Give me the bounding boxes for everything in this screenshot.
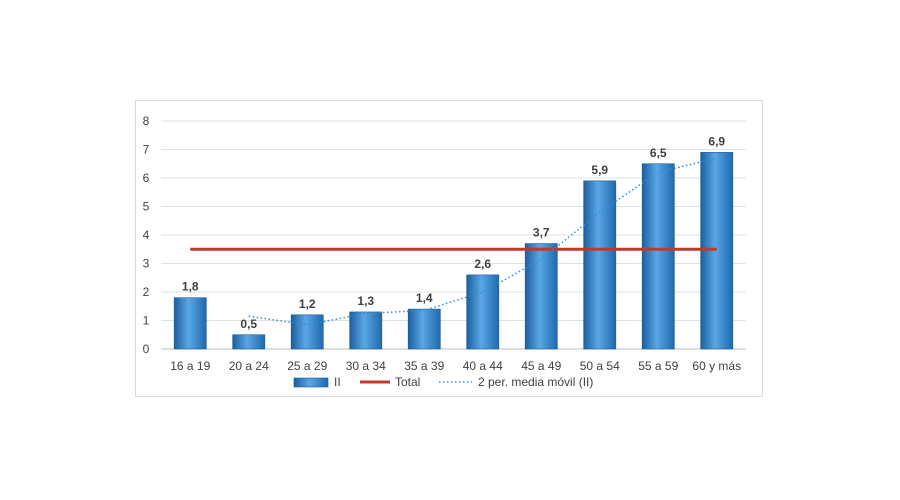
x-tick-label: 20 a 24: [229, 359, 269, 373]
x-tick-label: 25 a 29: [287, 359, 327, 373]
x-tick-label: 60 y más: [692, 359, 741, 373]
bar[interactable]: [583, 180, 617, 350]
x-tick-label: 55 a 59: [638, 359, 678, 373]
y-tick-label: 5: [143, 200, 150, 214]
legend-label-bars: II: [334, 375, 341, 389]
x-tick-label: 35 a 39: [404, 359, 444, 373]
legend-label-total: Total: [395, 375, 420, 389]
legend-swatch-bars: [293, 377, 329, 388]
bar[interactable]: [524, 243, 558, 350]
y-tick-label: 3: [143, 257, 150, 271]
data-label: 3,7: [533, 226, 550, 240]
data-label: 6,5: [650, 146, 667, 160]
y-tick-label: 6: [143, 171, 150, 185]
data-label: 1,4: [416, 291, 433, 305]
bar[interactable]: [349, 311, 383, 350]
data-label: 6,9: [708, 134, 725, 148]
data-label: 5,9: [591, 163, 608, 177]
x-tick-label: 50 a 54: [580, 359, 620, 373]
bar[interactable]: [290, 314, 324, 350]
y-tick-label: 7: [143, 143, 150, 157]
bar[interactable]: [641, 163, 675, 350]
data-label: 1,2: [299, 297, 316, 311]
data-label: 2,6: [474, 257, 491, 271]
y-tick-label: 8: [143, 114, 150, 128]
bar[interactable]: [173, 297, 207, 350]
data-label: 0,5: [240, 317, 257, 331]
bar[interactable]: [232, 334, 266, 350]
chart-frame: 0 1 2 3 4 5 6 7 8 1,8 16 a 19 0,5 20 a 24 1,2 25 a 29 1…: [135, 100, 763, 397]
y-tick-label: 2: [143, 285, 150, 299]
legend-label-moving-average: 2 per. media móvil (II): [478, 375, 593, 389]
y-tick-label: 1: [143, 314, 150, 328]
data-label: 1,8: [182, 280, 199, 294]
chart-svg: 0 1 2 3 4 5 6 7 8 1,8 16 a 19 0,5 20 a 24 1,2 25 a 29 1…: [143, 114, 746, 389]
bar[interactable]: [407, 308, 441, 350]
bar[interactable]: [466, 274, 500, 350]
x-tick-label: 45 a 49: [521, 359, 561, 373]
data-label: 1,3: [357, 294, 374, 308]
x-tick-label: 30 a 34: [346, 359, 386, 373]
x-tick-label: 40 a 44: [463, 359, 503, 373]
y-tick-label: 4: [143, 228, 150, 242]
y-tick-label: 0: [143, 342, 150, 356]
x-tick-label: 16 a 19: [170, 359, 210, 373]
